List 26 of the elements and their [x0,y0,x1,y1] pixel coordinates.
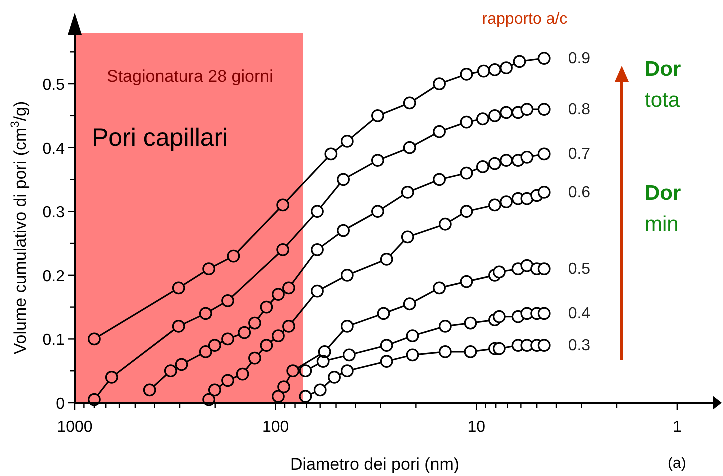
series-label: 0.8 [568,102,591,119]
series-label: 0.6 [568,184,591,202]
text: (a) [668,455,686,472]
series-label: 0.3 [568,338,591,355]
y-tick-label: 0.4 [42,140,66,158]
series-label: 0.7 [568,146,591,164]
annotation: min [645,213,679,236]
annotation: tota [645,89,680,112]
legend-title: rapporto a/c [482,11,568,28]
series-label: 0.9 [568,50,591,68]
annotation: Dor [645,58,682,81]
y-tick-label: 0.5 [42,77,66,94]
series-label: 0.4 [568,306,591,323]
y-tick-label: 0 [56,396,66,413]
y-tick-label: 0.3 [42,204,66,222]
y-tick-label: 0.2 [42,268,66,286]
band-label: Pori capillari [92,124,228,152]
x-tick-label: 1000 [57,419,93,436]
x-tick-label: 1 [672,419,682,436]
series-label: 0.5 [568,261,591,278]
x-axis-title: Diametro dei pori (nm) [290,455,460,474]
annotation: Stagionatura 28 giorni [107,67,274,86]
y-tick-label: 0.1 [42,332,66,350]
x-tick-label: 100 [262,419,290,436]
annotation: Dor [645,182,682,205]
x-tick-label: 10 [468,419,486,436]
